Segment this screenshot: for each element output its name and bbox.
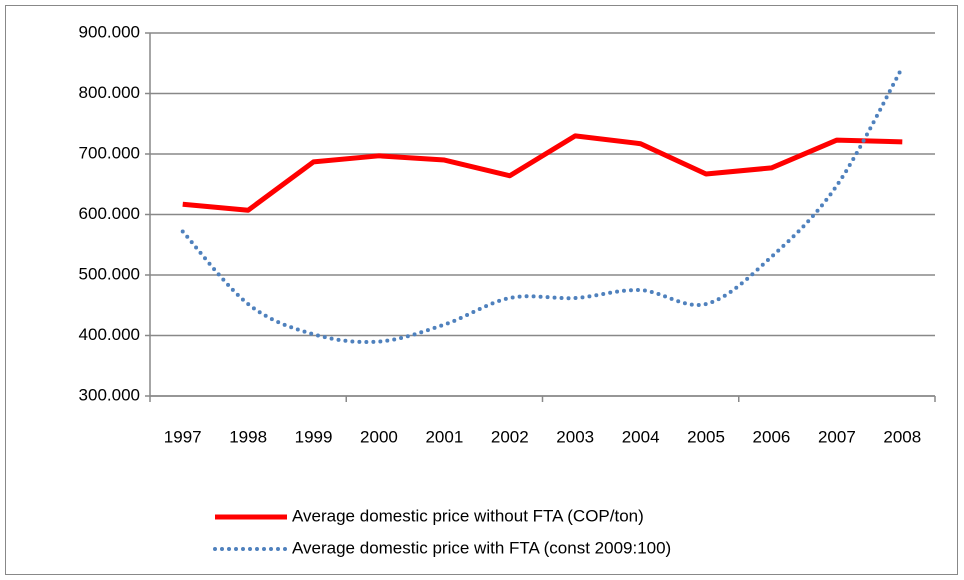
x-tick-label: 2000 xyxy=(360,427,398,446)
x-tick-label: 2006 xyxy=(753,427,791,446)
y-tick-label: 800.000 xyxy=(79,83,140,102)
y-tick-label: 600.000 xyxy=(79,204,140,223)
y-tick-label: 400.000 xyxy=(79,325,140,344)
legend-label: Average domestic price without FTA (COP/… xyxy=(292,506,644,525)
x-tick-label: 2004 xyxy=(622,427,660,446)
chart-frame xyxy=(5,5,958,575)
x-tick-label: 1998 xyxy=(229,427,267,446)
x-tick-label: 2002 xyxy=(491,427,529,446)
y-tick-label: 300.000 xyxy=(79,385,140,404)
y-tick-label: 900.000 xyxy=(79,22,140,41)
y-tick-label: 700.000 xyxy=(79,143,140,162)
x-tick-label: 1997 xyxy=(164,427,202,446)
series-line xyxy=(182,133,903,213)
x-tick-label: 2007 xyxy=(818,427,856,446)
x-tick-label: 2001 xyxy=(425,427,463,446)
x-tick-label: 2008 xyxy=(883,427,921,446)
x-tick-label: 2005 xyxy=(687,427,725,446)
y-tick-label: 500.000 xyxy=(79,264,140,283)
legend-label: Average domestic price with FTA (const 2… xyxy=(292,538,671,557)
x-tick-label: 2003 xyxy=(556,427,594,446)
x-tick-label: 1999 xyxy=(295,427,333,446)
